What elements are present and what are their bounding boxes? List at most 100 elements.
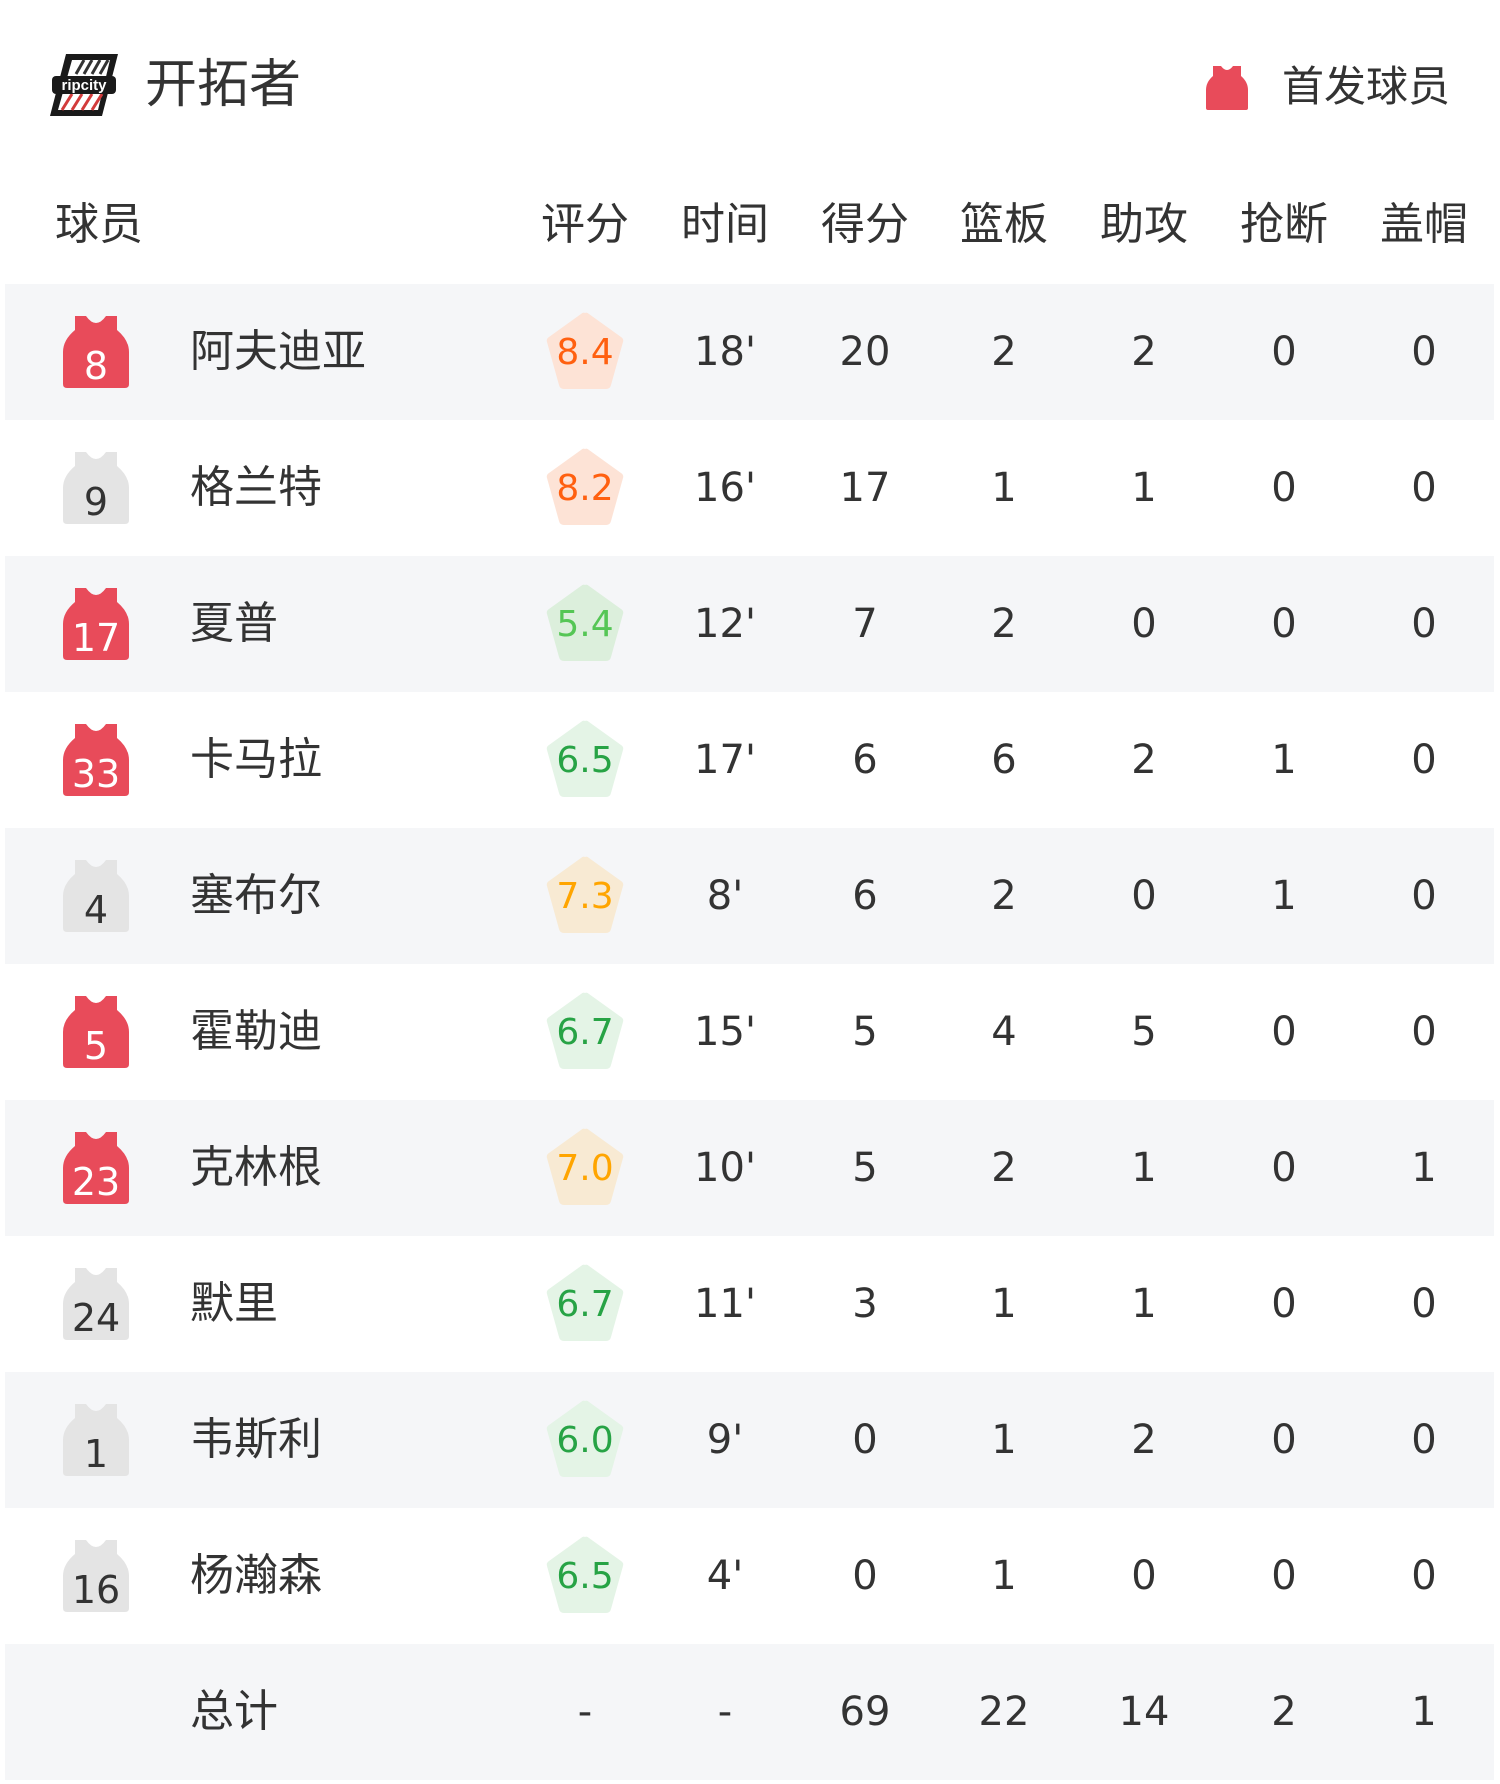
- stat-blocks: 0: [1411, 1281, 1437, 1327]
- jersey-number: 5: [83, 1024, 109, 1068]
- player-row[interactable]: 5 霍勒迪 6.7 15' 5 4 5 0 0: [5, 964, 1494, 1100]
- stat-time: 4': [706, 1553, 744, 1599]
- player-name[interactable]: 霍勒迪: [190, 1006, 322, 1057]
- player-name[interactable]: 默里: [190, 1278, 278, 1329]
- starter-jersey-icon: 8: [61, 314, 131, 388]
- stat-points: 7: [852, 601, 878, 647]
- rating-value: 6.7: [556, 1284, 614, 1325]
- jersey-number: 33: [71, 752, 121, 796]
- stat-points: 3: [852, 1281, 878, 1327]
- stat-steals: 0: [1271, 601, 1297, 647]
- jersey-number: 8: [83, 344, 109, 388]
- stat-rebounds: 2: [991, 873, 1017, 919]
- stat-steals: 0: [1271, 1281, 1297, 1327]
- stat-points: 17: [839, 465, 891, 511]
- player-row[interactable]: 16 杨瀚森 6.5 4' 0 1 0 0 0: [5, 1508, 1494, 1644]
- player-row[interactable]: 24 默里 6.7 11' 3 1 1 0 0: [5, 1236, 1494, 1372]
- stat-points: 69: [839, 1689, 891, 1735]
- stat-steals: 1: [1271, 737, 1297, 783]
- starter-jersey-icon: 5: [61, 994, 131, 1068]
- stat-time: 15': [694, 1009, 756, 1055]
- stat-blocks: 0: [1411, 873, 1437, 919]
- player-row[interactable]: 1 韦斯利 6.0 9' 0 1 2 0 0: [5, 1372, 1494, 1508]
- stat-rebounds: 4: [991, 1009, 1017, 1055]
- rating-value: 6.5: [556, 740, 614, 781]
- rating-badge: 7.0: [543, 1125, 627, 1209]
- column-header-rating[interactable]: 评分: [541, 199, 629, 250]
- player-row[interactable]: 9 格兰特 8.2 16' 17 1 1 0 0: [5, 420, 1494, 556]
- player-row[interactable]: 8 阿夫迪亚 8.4 18' 20 2 2 0 0: [5, 284, 1494, 420]
- stat-rebounds: 6: [991, 737, 1017, 783]
- stat-points: 20: [839, 329, 891, 375]
- stat-blocks: 0: [1411, 1009, 1437, 1055]
- stat-rebounds: 2: [991, 329, 1017, 375]
- stat-points: 0: [852, 1553, 878, 1599]
- stat-time: 12': [694, 601, 756, 647]
- rating-value: 7.0: [556, 1148, 614, 1189]
- column-header-points[interactable]: 得分: [821, 199, 909, 250]
- stat-assists: 1: [1131, 1281, 1157, 1327]
- column-header-assists[interactable]: 助攻: [1100, 199, 1188, 250]
- stat-time: 9': [706, 1417, 744, 1463]
- starter-jersey-icon: 33: [61, 722, 131, 796]
- stat-time: 8': [706, 873, 744, 919]
- stat-rebounds: 2: [991, 601, 1017, 647]
- bench-jersey-icon: 24: [61, 1266, 131, 1340]
- rating-badge: 5.4: [543, 581, 627, 665]
- player-name[interactable]: 塞布尔: [190, 870, 322, 921]
- stat-assists: 0: [1131, 601, 1157, 647]
- svg-text:ripcity: ripcity: [61, 77, 107, 94]
- stat-rebounds: 2: [991, 1145, 1017, 1191]
- stat-steals: 0: [1271, 1553, 1297, 1599]
- player-name[interactable]: 格兰特: [190, 462, 322, 513]
- column-headers: 球员 评分 时间 得分 篮板 助攻 抢断 盖帽: [0, 190, 1500, 260]
- stat-points: 6: [852, 737, 878, 783]
- stat-steals: 2: [1271, 1689, 1297, 1735]
- rating-value: 6.5: [556, 1556, 614, 1597]
- jersey-number: 24: [71, 1296, 121, 1340]
- rating-badge: 6.7: [543, 1261, 627, 1345]
- player-row[interactable]: 17 夏普 5.4 12' 7 2 0 0 0: [5, 556, 1494, 692]
- jersey-number: 9: [83, 480, 109, 524]
- column-header-time[interactable]: 时间: [681, 199, 769, 250]
- bench-jersey-icon: 9: [61, 450, 131, 524]
- stat-assists: 2: [1131, 1417, 1157, 1463]
- stat-blocks: 0: [1411, 465, 1437, 511]
- stat-blocks: 0: [1411, 737, 1437, 783]
- stat-assists: 0: [1131, 1553, 1157, 1599]
- stat-time: 11': [694, 1281, 756, 1327]
- stat-time: 17': [694, 737, 756, 783]
- player-name[interactable]: 夏普: [190, 598, 278, 649]
- rating-value: 6.0: [556, 1420, 614, 1461]
- player-name[interactable]: 韦斯利: [190, 1414, 322, 1465]
- player-name[interactable]: 阿夫迪亚: [190, 326, 366, 377]
- stat-blocks: 0: [1411, 329, 1437, 375]
- jersey-number: 4: [83, 888, 109, 932]
- stat-time: 18': [694, 329, 756, 375]
- ripcity-logo: ripcity: [50, 54, 118, 116]
- player-row[interactable]: 23 克林根 7.0 10' 5 2 1 0 1: [5, 1100, 1494, 1236]
- stat-rebounds: 1: [991, 1281, 1017, 1327]
- player-row[interactable]: 4 塞布尔 7.3 8' 6 2 0 1 0: [5, 828, 1494, 964]
- stat-assists: 5: [1131, 1009, 1157, 1055]
- stat-steals: 0: [1271, 1417, 1297, 1463]
- stat-points: 0: [852, 1417, 878, 1463]
- stat-assists: 14: [1118, 1689, 1170, 1735]
- player-name[interactable]: 卡马拉: [190, 734, 322, 785]
- rating-badge: 6.7: [543, 989, 627, 1073]
- player-row[interactable]: 33 卡马拉 6.5 17' 6 6 2 1 0: [5, 692, 1494, 828]
- bench-jersey-icon: 16: [61, 1538, 131, 1612]
- rating-badge: 6.0: [543, 1397, 627, 1481]
- stat-time: 10': [694, 1145, 756, 1191]
- stat-blocks: 0: [1411, 601, 1437, 647]
- column-header-steals[interactable]: 抢断: [1240, 199, 1328, 250]
- column-header-blocks[interactable]: 盖帽: [1380, 199, 1468, 250]
- column-header-player: 球员: [55, 199, 143, 250]
- jersey-number: 17: [71, 616, 121, 660]
- player-name[interactable]: 杨瀚森: [190, 1550, 322, 1601]
- stat-assists: 2: [1131, 737, 1157, 783]
- rating-badge: 8.2: [543, 445, 627, 529]
- column-header-rebounds[interactable]: 篮板: [960, 199, 1048, 250]
- player-name[interactable]: 克林根: [190, 1142, 322, 1193]
- stat-steals: 0: [1271, 465, 1297, 511]
